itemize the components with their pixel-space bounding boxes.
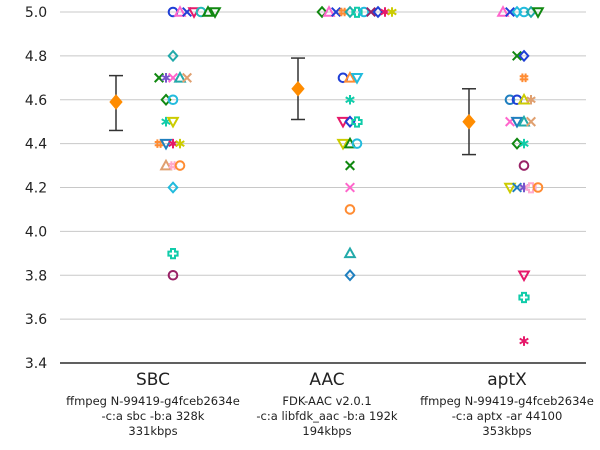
category-detail: -c:a sbc -b:a 328k [102, 409, 205, 423]
data-point [518, 160, 530, 171]
data-point [159, 138, 173, 151]
data-point [343, 70, 357, 83]
category-detail: FDK-AAC v2.0.1 [282, 394, 371, 408]
category-aac [291, 5, 397, 282]
y-tick-label: 5.0 [25, 5, 47, 21]
data-point [350, 73, 364, 85]
mean-marker [291, 81, 305, 97]
data-points [496, 5, 545, 346]
data-point [201, 5, 215, 17]
category-detail: 331kbps [128, 424, 177, 438]
data-point [344, 160, 356, 171]
data-point [517, 114, 531, 127]
data-point [504, 6, 516, 18]
data-point [167, 269, 179, 281]
data-point [330, 6, 342, 18]
y-tick-label: 4.0 [25, 224, 47, 240]
y-axis-ticks: 3.4 3.6 3.8 4.0 4.2 4.4 4.6 4.8 5.0 [25, 5, 47, 372]
mean-marker [109, 94, 123, 110]
y-tick-label: 4.8 [25, 49, 47, 65]
data-point [496, 5, 510, 17]
data-point [525, 116, 537, 127]
data-point [175, 138, 185, 149]
data-point [208, 7, 222, 19]
category-label: AAC [309, 370, 344, 390]
data-point [167, 248, 179, 260]
category-sbc [109, 5, 222, 281]
category-detail: -c:a libfdk_aac -b:a 192k [256, 409, 398, 423]
category-label: SBC [136, 370, 170, 390]
data-point [344, 182, 356, 193]
data-point [167, 49, 179, 63]
data-point [517, 270, 531, 283]
data-point [345, 94, 355, 105]
data-point [519, 336, 529, 346]
data-point [168, 161, 178, 170]
data-point [322, 5, 336, 17]
data-point [173, 5, 187, 17]
data-point [336, 138, 350, 151]
data-point [161, 73, 171, 83]
data-point [166, 116, 180, 129]
data-points [316, 5, 397, 282]
data-point [504, 94, 516, 106]
data-point [503, 182, 517, 195]
data-point [517, 92, 531, 105]
data-point [174, 160, 186, 171]
gridlines [60, 11, 586, 364]
y-tick-label: 3.8 [25, 268, 47, 284]
data-point [159, 158, 173, 171]
data-point [531, 7, 545, 19]
category-detail: 194kbps [302, 424, 351, 438]
category-detail: ffmpeg N-99419-g4fceb2634e [420, 394, 594, 408]
y-tick-label: 3.4 [25, 356, 47, 372]
data-point [344, 268, 356, 282]
y-tick-label: 4.2 [25, 181, 47, 197]
data-point [365, 6, 377, 18]
data-point [181, 72, 193, 83]
y-tick-label: 3.6 [25, 312, 47, 328]
data-point [173, 70, 187, 83]
data-point [343, 246, 357, 259]
category-detail: -c:a aptx -ar 44100 [452, 409, 563, 423]
data-point [351, 138, 363, 149]
data-point [518, 6, 530, 18]
data-point [518, 291, 530, 304]
data-point [358, 6, 370, 18]
data-point [519, 138, 529, 149]
data-point [518, 49, 530, 63]
data-point [344, 204, 356, 215]
data-point [510, 116, 524, 129]
data-point [511, 50, 523, 61]
y-tick-label: 4.6 [25, 93, 47, 109]
data-point [387, 7, 397, 17]
category-detail: ffmpeg N-99419-g4fceb2634e [66, 394, 240, 408]
data-point [351, 116, 363, 128]
data-marks [109, 5, 545, 346]
data-point [153, 72, 165, 83]
y-tick-label: 4.4 [25, 137, 47, 153]
data-point [511, 182, 523, 193]
category-aptx [462, 5, 545, 346]
data-point [526, 94, 536, 105]
data-point [316, 5, 328, 19]
mean-marker [462, 113, 476, 130]
data-point [154, 139, 164, 148]
category-detail: 353kbps [482, 424, 531, 438]
data-points [153, 5, 222, 281]
data-point [532, 182, 544, 193]
data-point [167, 181, 179, 194]
data-point [167, 94, 179, 106]
data-point [519, 73, 529, 83]
category-label: aptX [487, 370, 527, 390]
